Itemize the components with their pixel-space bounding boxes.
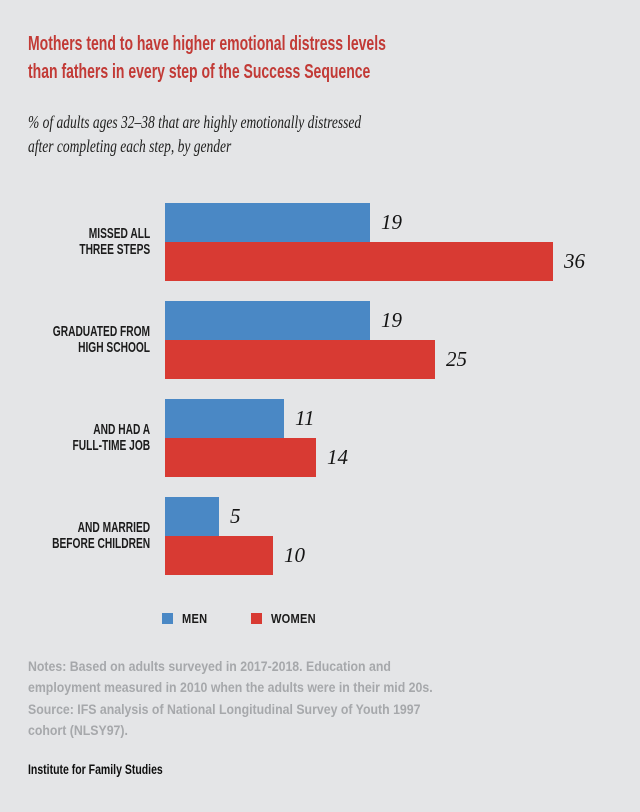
chart-title-line-2: than fathers in every step of the Succes… xyxy=(28,61,371,83)
chart-title-line-1: Mothers tend to have higher emotional di… xyxy=(28,33,386,55)
brand-footer: Institute for Family Studies xyxy=(28,761,163,777)
bar-row-women: 10 xyxy=(165,536,305,575)
bar-group-2: AND HAD A FULL-TIME JOB 11 14 xyxy=(28,399,585,477)
chart-subtitle-line-1: % of adults ages 32–38 that are highly e… xyxy=(28,112,362,132)
value-label: 36 xyxy=(564,249,585,273)
bar-women-3 xyxy=(165,536,273,575)
value-label: 11 xyxy=(295,406,315,430)
notes-line-2: employment measured in 2010 when the adu… xyxy=(28,679,433,695)
bar-pair: 5 10 xyxy=(165,497,305,575)
bar-row-men: 5 xyxy=(165,497,305,536)
value-label: 25 xyxy=(446,347,467,371)
bar-men-0 xyxy=(165,203,370,242)
legend: MEN WOMEN xyxy=(162,611,363,626)
bar-pair: 11 14 xyxy=(165,399,348,477)
bar-group-1: GRADUATED FROM HIGH SCHOOL 19 25 xyxy=(28,301,585,379)
bar-women-2 xyxy=(165,438,316,477)
category-label-1: GRADUATED FROM HIGH SCHOOL xyxy=(28,301,165,379)
women-color-swatch xyxy=(250,613,262,624)
notes-line-1: Notes: Based on adults surveyed in 2017-… xyxy=(28,658,391,674)
bar-row-men: 19 xyxy=(165,301,467,340)
chart-subtitle-line-2: after completing each step, by gender xyxy=(28,136,232,156)
value-label: 19 xyxy=(381,210,402,234)
bar-row-women: 36 xyxy=(165,242,585,281)
bar-row-women: 25 xyxy=(165,340,467,379)
bar-row-men: 11 xyxy=(165,399,348,438)
category-label-0: MISSED ALL THREE STEPS xyxy=(28,203,165,281)
bar-pair: 19 36 xyxy=(165,203,585,281)
legend-item-women: WOMEN xyxy=(250,611,324,626)
bar-group-3: AND MARRIED BEFORE CHILDREN 5 10 xyxy=(28,497,585,575)
category-label-3: AND MARRIED BEFORE CHILDREN xyxy=(28,497,165,575)
value-label: 5 xyxy=(230,504,241,528)
value-label: 10 xyxy=(284,543,305,567)
bar-group-0: MISSED ALL THREE STEPS 19 36 xyxy=(28,203,585,281)
men-color-swatch xyxy=(162,613,173,624)
bar-row-men: 19 xyxy=(165,203,585,242)
category-label-2: AND HAD A FULL-TIME JOB xyxy=(28,399,165,477)
value-label: 14 xyxy=(327,445,348,469)
legend-label-women: WOMEN xyxy=(270,611,316,626)
chart-subtitle: % of adults ages 32–38 that are highly e… xyxy=(28,110,361,158)
legend-item-men: MEN xyxy=(162,611,212,626)
category-label-text: MISSED ALL THREE STEPS xyxy=(79,224,150,258)
bar-women-0 xyxy=(165,242,553,281)
bar-women-1 xyxy=(165,340,435,379)
source-line-1: Source: IFS analysis of National Longitu… xyxy=(28,701,421,717)
value-label: 19 xyxy=(381,308,402,332)
legend-label-men: MEN xyxy=(182,611,208,626)
bar-row-women: 14 xyxy=(165,438,348,477)
bar-men-3 xyxy=(165,497,219,536)
category-label-text: AND MARRIED BEFORE CHILDREN xyxy=(51,518,150,552)
source-text: Source: IFS analysis of National Longitu… xyxy=(28,699,420,741)
category-label-text: AND HAD A FULL-TIME JOB xyxy=(72,420,150,454)
source-line-2: cohort (NLSY97). xyxy=(28,722,128,738)
bar-pair: 19 25 xyxy=(165,301,467,379)
notes-text: Notes: Based on adults surveyed in 2017-… xyxy=(28,656,433,698)
bar-men-1 xyxy=(165,301,370,340)
chart-title: Mothers tend to have higher emotional di… xyxy=(28,30,386,86)
category-label-text: GRADUATED FROM HIGH SCHOOL xyxy=(52,322,150,356)
grouped-bar-chart: MISSED ALL THREE STEPS 19 36 GRADUATED FROM H… xyxy=(28,203,585,595)
bar-men-2 xyxy=(165,399,284,438)
